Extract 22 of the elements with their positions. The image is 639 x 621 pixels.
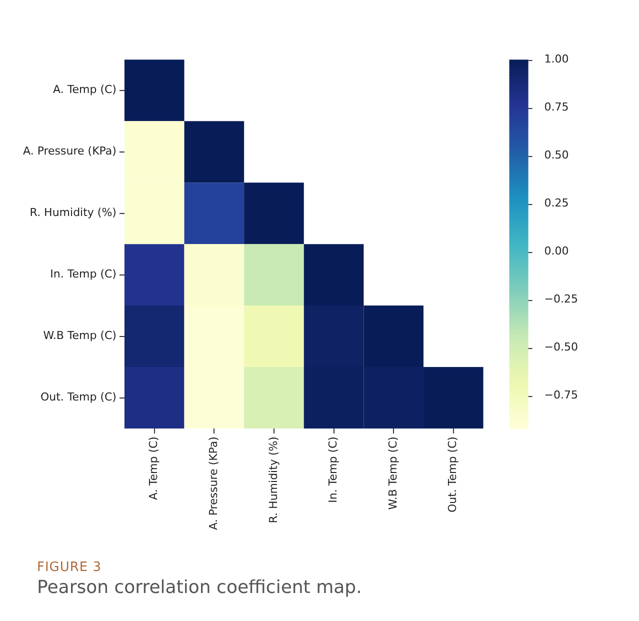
color-bar-label: −0.75 (544, 388, 578, 402)
x-tick-label: A. Temp (C) (147, 436, 160, 500)
color-bar-label: 1.00 (544, 52, 569, 66)
y-tick-label: R. Humidity (%) (30, 206, 116, 220)
color-bar-label: 0.25 (544, 196, 569, 210)
text: Pearson correlation coefficient map. (37, 577, 362, 598)
x-tick-label: R. Humidity (%) (266, 436, 280, 524)
x-tick-label: Out. Temp (C) (446, 436, 460, 513)
y-tick-label: Out. Temp (C) (40, 390, 116, 404)
color-bar-label: 0.00 (544, 244, 569, 258)
x-tick-label: In. Temp (C) (326, 436, 340, 503)
color-bar-label: −0.25 (544, 292, 578, 306)
y-tick-label: W.B Temp (C) (43, 329, 116, 342)
y-tick-label: In. Temp (C) (50, 268, 116, 281)
color-bar-label: 0.50 (544, 148, 569, 162)
y-tick-label: A. Pressure (KPa) (23, 144, 116, 158)
caption: FIGURE 3 (37, 560, 103, 575)
x-tick-label: A. Pressure (KPa) (207, 436, 220, 530)
color-bar-label: −0.50 (544, 340, 578, 354)
color-bar-label: 0.75 (544, 100, 569, 114)
y-tick-label: A. Temp (C) (53, 83, 116, 96)
x-tick-label: W.B Temp (C) (386, 436, 400, 510)
